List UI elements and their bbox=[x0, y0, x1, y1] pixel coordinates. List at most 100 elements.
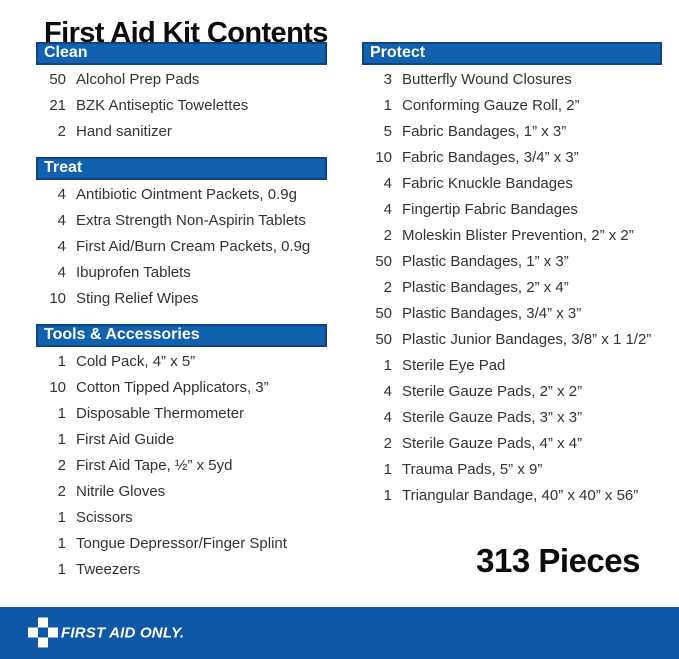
item-quantity: 4 bbox=[57, 238, 66, 255]
item-name: Disposable Thermometer bbox=[76, 405, 245, 422]
list-item: 3 Butterfly Wound Closures bbox=[362, 67, 662, 93]
item-quantity: 21 bbox=[49, 97, 66, 114]
list-item: 1 Tongue Depressor/Finger Splint bbox=[36, 531, 327, 557]
section-clean: Clean 50 Alcohol Prep Pads 21 BZK Antiseptic… bbox=[36, 42, 327, 145]
item-name: Triangular Bandage, 40” x 40” x 56” bbox=[402, 487, 639, 504]
item-quantity: 10 bbox=[375, 149, 392, 166]
contents-column-left: Clean 50 Alcohol Prep Pads 21 BZK Antiseptic… bbox=[36, 42, 327, 583]
item-quantity: 2 bbox=[57, 457, 66, 474]
list-item: 4 First Aid/Burn Cream Packets, 0.9g bbox=[36, 234, 327, 260]
contents-column-right: Protect 3 Butterfly Wound Closures 1 Conform… bbox=[362, 42, 662, 509]
item-name: Fabric Knuckle Bandages bbox=[402, 175, 573, 192]
section-treat: Treat 4 Antibiotic Ointment Packets, 0.9g 4… bbox=[36, 157, 327, 312]
item-name: Fabric Bandages, 1” x 3” bbox=[402, 123, 567, 140]
item-name: BZK Antiseptic Towelettes bbox=[76, 97, 249, 114]
item-name: Fabric Bandages, 3/4” x 3” bbox=[402, 149, 579, 166]
list-item: 2 Plastic Bandages, 2” x 4” bbox=[362, 275, 662, 301]
list-item: 10 Cotton Tipped Applicators, 3” bbox=[36, 375, 327, 401]
item-name: Fingertip Fabric Bandages bbox=[402, 201, 578, 218]
item-quantity: 1 bbox=[383, 461, 392, 478]
item-name: Plastic Bandages, 2” x 4” bbox=[402, 279, 569, 296]
section-header-protect: Protect bbox=[362, 42, 662, 65]
item-quantity: 1 bbox=[57, 509, 66, 526]
item-quantity: 50 bbox=[375, 331, 392, 348]
section-item-list: 50 Alcohol Prep Pads 21 BZK Antiseptic Towe… bbox=[36, 67, 327, 145]
item-quantity: 2 bbox=[383, 435, 392, 452]
item-quantity: 1 bbox=[57, 431, 66, 448]
item-quantity: 50 bbox=[375, 253, 392, 270]
list-item: 1 Cold Pack, 4” x 5” bbox=[36, 349, 327, 375]
list-item: 2 Hand sanitizer bbox=[36, 119, 327, 145]
item-quantity: 1 bbox=[57, 561, 66, 578]
list-item: 50 Plastic Bandages, 1” x 3” bbox=[362, 249, 662, 275]
item-name: Hand sanitizer bbox=[76, 123, 172, 140]
item-quantity: 4 bbox=[57, 186, 66, 203]
item-quantity: 4 bbox=[383, 383, 392, 400]
item-name: First Aid Tape, ½” x 5yd bbox=[76, 457, 233, 474]
section-header-treat: Treat bbox=[36, 157, 327, 180]
brand-logo: FIRST AID ONLY. bbox=[28, 617, 184, 649]
list-item: 1 Disposable Thermometer bbox=[36, 401, 327, 427]
item-quantity: 10 bbox=[49, 290, 66, 307]
total-pieces-label: 313 Pieces bbox=[476, 542, 640, 579]
item-name: Plastic Bandages, 1” x 3” bbox=[402, 253, 569, 270]
item-quantity: 2 bbox=[57, 483, 66, 500]
list-item: 1 Sterile Eye Pad bbox=[362, 353, 662, 379]
item-quantity: 4 bbox=[383, 175, 392, 192]
list-item: 4 Sterile Gauze Pads, 2” x 2” bbox=[362, 379, 662, 405]
item-quantity: 2 bbox=[383, 279, 392, 296]
item-quantity: 10 bbox=[49, 379, 66, 396]
list-item: 1 First Aid Guide bbox=[36, 427, 327, 453]
item-quantity: 4 bbox=[383, 201, 392, 218]
item-quantity: 50 bbox=[375, 305, 392, 322]
item-name: Sterile Eye Pad bbox=[402, 357, 506, 374]
list-item: 4 Ibuprofen Tablets bbox=[36, 260, 327, 286]
section-protect: Protect 3 Butterfly Wound Closures 1 Conform… bbox=[362, 42, 662, 509]
item-name: Moleskin Blister Prevention, 2” x 2” bbox=[402, 227, 634, 244]
item-quantity: 1 bbox=[57, 353, 66, 370]
item-quantity: 1 bbox=[383, 487, 392, 504]
list-item: 4 Fingertip Fabric Bandages bbox=[362, 197, 662, 223]
item-quantity: 50 bbox=[49, 71, 66, 88]
item-name: Tweezers bbox=[76, 561, 141, 578]
list-item: 4 Sterile Gauze Pads, 3” x 3” bbox=[362, 405, 662, 431]
item-name: Antibiotic Ointment Packets, 0.9g bbox=[76, 186, 297, 203]
item-name: Cotton Tipped Applicators, 3” bbox=[76, 379, 269, 396]
list-item: 50 Alcohol Prep Pads bbox=[36, 67, 327, 93]
list-item: 2 Moleskin Blister Prevention, 2” x 2” bbox=[362, 223, 662, 249]
item-quantity: 4 bbox=[383, 409, 392, 426]
item-quantity: 4 bbox=[57, 264, 66, 281]
list-item: 5 Fabric Bandages, 1” x 3” bbox=[362, 119, 662, 145]
item-name: Trauma Pads, 5” x 9” bbox=[402, 461, 543, 478]
footer-brand-bar: FIRST AID ONLY. bbox=[0, 607, 679, 659]
section-item-list: 3 Butterfly Wound Closures 1 Conforming Gau… bbox=[362, 67, 662, 509]
list-item: 4 Extra Strength Non-Aspirin Tablets bbox=[36, 208, 327, 234]
item-name: Cold Pack, 4” x 5” bbox=[76, 353, 196, 370]
item-name: Sterile Gauze Pads, 2” x 2” bbox=[402, 383, 583, 400]
section-item-list: 1 Cold Pack, 4” x 5” 10 Cotton Tipped Appli… bbox=[36, 349, 327, 583]
section-header-tools-accessories: Tools & Accessories bbox=[36, 324, 327, 347]
section-header-clean: Clean bbox=[36, 42, 327, 65]
item-quantity: 3 bbox=[383, 71, 392, 88]
item-name: Scissors bbox=[76, 509, 133, 526]
first-aid-cross-icon bbox=[28, 617, 59, 649]
list-item: 21 BZK Antiseptic Towelettes bbox=[36, 93, 327, 119]
item-name: Plastic Junior Bandages, 3/8” x 1 1/2” bbox=[402, 331, 652, 348]
section-item-list: 4 Antibiotic Ointment Packets, 0.9g 4 Extra… bbox=[36, 182, 327, 312]
item-quantity: 1 bbox=[383, 97, 392, 114]
list-item: 4 Antibiotic Ointment Packets, 0.9g bbox=[36, 182, 327, 208]
item-name: Nitrile Gloves bbox=[76, 483, 166, 500]
item-name: Alcohol Prep Pads bbox=[76, 71, 200, 88]
list-item: 50 Plastic Bandages, 3/4” x 3” bbox=[362, 301, 662, 327]
item-name: Plastic Bandages, 3/4” x 3” bbox=[402, 305, 582, 322]
list-item: 10 Fabric Bandages, 3/4” x 3” bbox=[362, 145, 662, 171]
item-name: Tongue Depressor/Finger Splint bbox=[76, 535, 287, 552]
list-item: 2 First Aid Tape, ½” x 5yd bbox=[36, 453, 327, 479]
list-item: 10 Sting Relief Wipes bbox=[36, 286, 327, 312]
item-name: Extra Strength Non-Aspirin Tablets bbox=[76, 212, 306, 229]
list-item: 4 Fabric Knuckle Bandages bbox=[362, 171, 662, 197]
item-quantity: 4 bbox=[57, 212, 66, 229]
section-tools-accessories: Tools & Accessories 1 Cold Pack, 4” x 5” 10… bbox=[36, 324, 327, 583]
item-quantity: 1 bbox=[57, 405, 66, 422]
